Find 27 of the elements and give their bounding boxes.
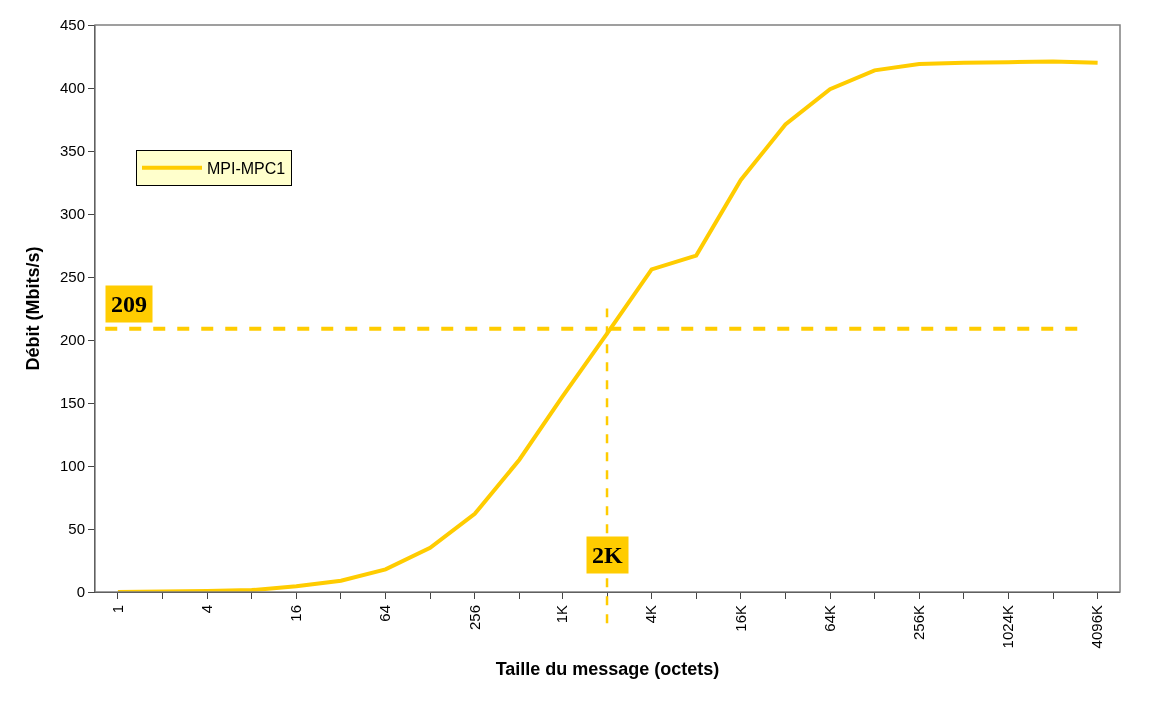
x-axis-title: Taille du message (octets) [495, 659, 720, 680]
x-tick-label: 16K [731, 605, 749, 632]
ref-line-label: 209 [111, 291, 147, 317]
x-tick-label: 256K [910, 605, 928, 641]
ref-line-label: 2K [592, 542, 623, 568]
x-tick-label: 4 [198, 605, 216, 614]
x-tick-label: 1K [553, 605, 571, 624]
y-tick-label: 100 [59, 457, 85, 475]
x-tick-label: 1024K [999, 605, 1017, 649]
y-tick-label: 0 [76, 583, 85, 601]
y-tick-label: 150 [59, 394, 85, 412]
y-tick-label: 50 [68, 520, 85, 538]
x-tick-label: 256 [465, 605, 483, 631]
x-tick-label: 64 [376, 605, 394, 622]
y-tick-label: 250 [59, 268, 85, 286]
x-tick-label: 1 [108, 605, 126, 614]
x-tick-label: 4096K [1088, 605, 1106, 649]
y-axis-title: Débit (Mbits/s) [23, 246, 44, 371]
x-tick-label: 16 [287, 605, 305, 622]
y-tick-label: 300 [59, 205, 85, 223]
x-tick-label: 64K [820, 605, 838, 632]
legend-label: MPI-MPC1 [207, 159, 286, 177]
y-tick-label: 450 [59, 16, 85, 34]
y-tick-label: 200 [59, 331, 85, 349]
x-tick-label: 4K [642, 605, 660, 624]
y-tick-label: 350 [59, 142, 85, 160]
y-tick-label: 400 [59, 79, 85, 97]
